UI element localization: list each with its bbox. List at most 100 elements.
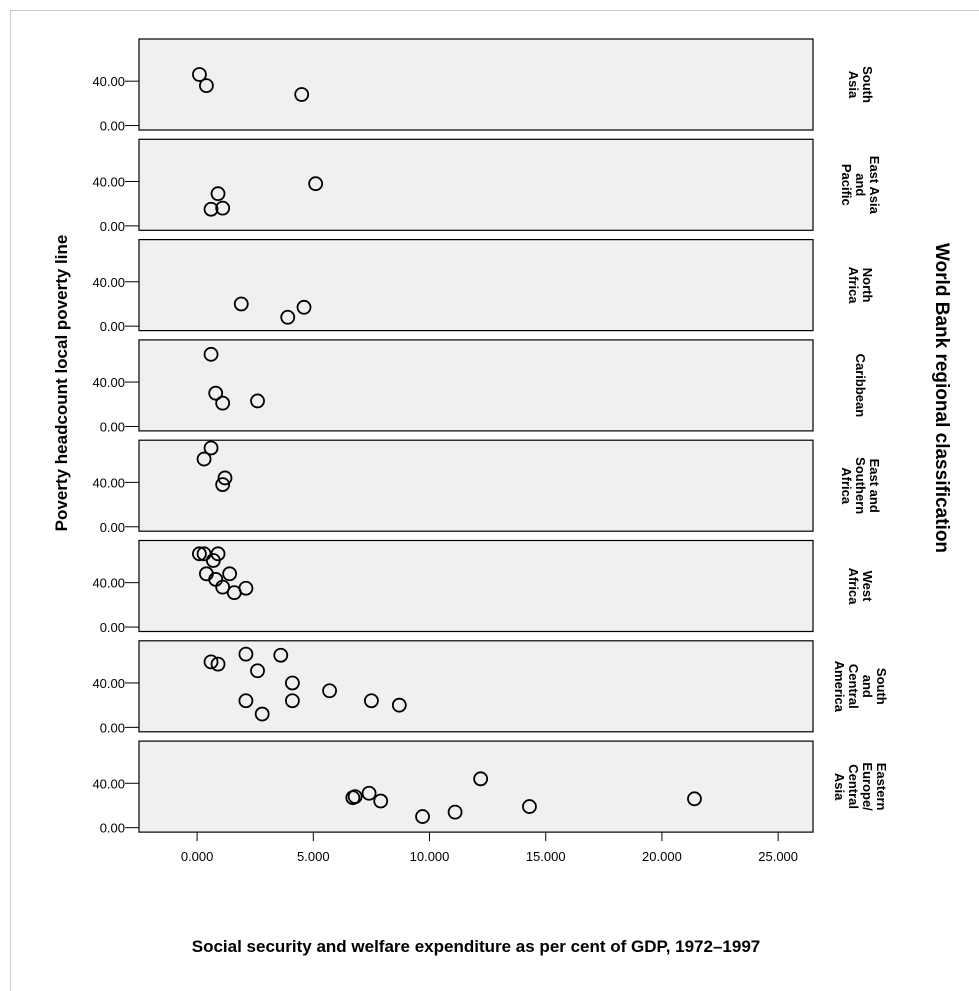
data-point	[447, 804, 463, 820]
panel-background	[138, 138, 814, 231]
data-point	[203, 346, 219, 362]
data-point	[322, 683, 337, 699]
panel-background	[138, 239, 814, 332]
facet-label-line: Asia	[846, 71, 861, 99]
data-point	[215, 200, 231, 216]
facet-label-line: Asia	[832, 773, 847, 801]
data-point	[203, 440, 219, 456]
y-tick-label: 40.00	[92, 275, 125, 290]
facet-label-line: East and	[867, 459, 882, 513]
chart-frame	[10, 10, 979, 991]
y-tick-label: 40.00	[92, 74, 125, 89]
data-point	[280, 309, 296, 325]
facet-label: WestAfrica	[846, 568, 875, 606]
data-point	[192, 67, 207, 82]
data-point	[308, 176, 324, 192]
data-point	[522, 799, 537, 814]
y-tick-label: 0.00	[100, 620, 125, 635]
data-point	[196, 451, 212, 467]
facet-label-line: Central	[846, 664, 861, 709]
y-tick-label: 0.00	[100, 821, 125, 836]
panel-background	[138, 740, 814, 833]
facet-label-line: Africa	[839, 467, 854, 505]
y-tick-label: 40.00	[92, 475, 125, 490]
facet-label-line: Caribbean	[853, 354, 868, 418]
data-point	[284, 675, 300, 691]
panel-0: 0.00 40.00 SouthAsia	[92, 38, 875, 134]
panel-background	[138, 339, 814, 432]
data-point	[373, 793, 389, 809]
x-tick-label: 5.000	[297, 849, 330, 864]
y-tick-label: 40.00	[92, 174, 125, 189]
data-point	[250, 393, 265, 409]
x-axis-title: Social security and welfare expenditure …	[192, 937, 761, 956]
data-point	[210, 186, 226, 202]
data-point	[364, 693, 379, 709]
data-point	[273, 647, 289, 663]
data-point	[415, 809, 430, 824]
data-point	[198, 78, 214, 94]
data-point	[250, 663, 265, 679]
y-tick-label: 0.00	[100, 119, 125, 134]
data-point	[215, 395, 231, 411]
facet-label-line: East Asia	[867, 156, 882, 215]
panel-3: 0.00 40.00 Caribbean	[92, 339, 868, 434]
data-point	[238, 693, 254, 709]
y-tick-label: 40.00	[92, 776, 125, 791]
facet-label-line: and	[860, 675, 875, 698]
x-tick-label: 10.000	[410, 849, 450, 864]
facet-label-line: Central	[846, 764, 861, 809]
data-point	[192, 546, 207, 562]
y-tick-label: 40.00	[92, 576, 125, 591]
data-point	[208, 385, 224, 401]
data-point	[296, 299, 312, 315]
data-point	[203, 654, 219, 670]
facet-label: EasternEurope/CentralAsia	[832, 762, 889, 811]
facet-label-line: South	[860, 66, 875, 103]
facet-label: East andSouthernAfrica	[839, 457, 882, 514]
facet-label-line: America	[832, 661, 847, 713]
data-point	[294, 87, 310, 102]
data-point	[233, 296, 249, 312]
x-tick-label: 20.000	[642, 849, 682, 864]
y-tick-label: 0.00	[100, 419, 125, 434]
facet-label-line: South	[874, 668, 889, 705]
facet-label-line: Europe/	[860, 762, 875, 811]
facet-label-line: Africa	[846, 267, 861, 305]
data-point	[226, 585, 242, 601]
facet-label-line: Africa	[846, 568, 861, 606]
data-point	[254, 706, 270, 722]
panel-2: 0.00 40.00 NorthAfrica	[92, 239, 875, 334]
facet-title: World Bank regional classification	[931, 243, 952, 553]
facet-label: SouthandCentralAmerica	[832, 661, 889, 713]
facet-label-line: North	[860, 268, 875, 303]
data-point	[210, 656, 226, 672]
y-tick-label: 0.00	[100, 520, 125, 535]
y-tick-label: 0.00	[100, 319, 125, 334]
facet-label-line: Eastern	[874, 763, 889, 811]
panel-4: 0.00 40.00 East andSouthernAfrica	[92, 439, 882, 535]
panel-5: 0.00 40.00 WestAfrica	[92, 539, 875, 635]
panel-6: 0.00 40.00 SouthandCentralAmerica	[92, 640, 889, 735]
data-point	[205, 553, 221, 568]
data-point	[473, 771, 489, 787]
facet-label: NorthAfrica	[846, 267, 875, 305]
data-point	[217, 470, 233, 486]
panel-7: 0.00 40.00 EasternEurope/CentralAsia	[92, 740, 889, 836]
y-tick-label: 40.00	[92, 676, 125, 691]
y-tick-label: 0.00	[100, 720, 125, 735]
panel-background	[138, 38, 814, 131]
data-point	[284, 693, 300, 709]
data-point	[361, 785, 377, 801]
data-point	[203, 201, 219, 217]
x-tick-label: 25.000	[758, 849, 798, 864]
data-point	[347, 789, 363, 804]
data-point	[687, 791, 702, 807]
facet-label: East AsiaandPacific	[839, 156, 882, 215]
y-axis-title: Poverty headcount local poverty line	[52, 235, 71, 532]
y-tick-label: 40.00	[92, 375, 125, 390]
panel-background	[138, 439, 814, 532]
y-tick-label: 0.00	[100, 219, 125, 234]
facet-label-line: Southern	[853, 457, 868, 514]
